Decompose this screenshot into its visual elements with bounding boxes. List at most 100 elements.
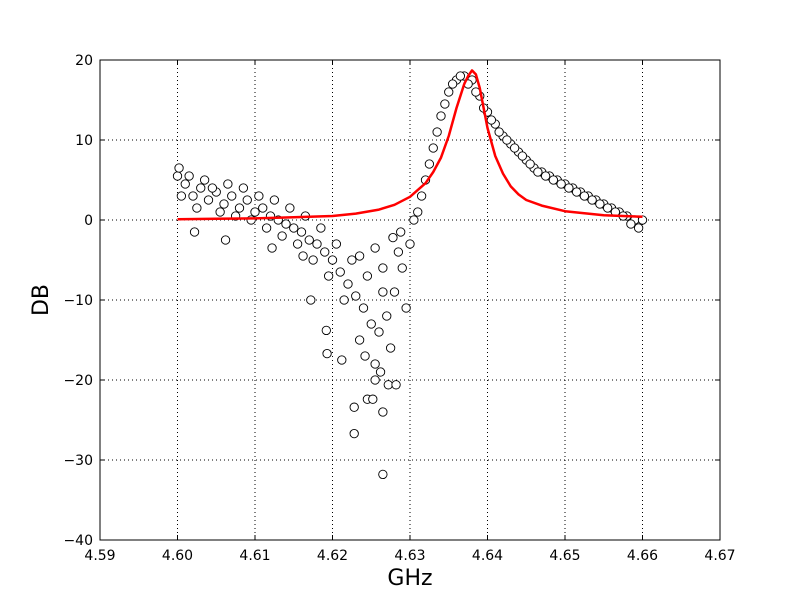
- x-tick-label: 4.66: [627, 548, 658, 564]
- x-tick-label: 4.64: [472, 548, 503, 564]
- data-point: [486, 115, 497, 125]
- data-point: [416, 191, 427, 201]
- data-point: [261, 223, 272, 233]
- data-point: [327, 255, 338, 265]
- data-point: [223, 179, 233, 189]
- data-point: [203, 195, 214, 205]
- data-point: [242, 195, 252, 205]
- data-point: [331, 239, 342, 249]
- data-point: [267, 243, 277, 253]
- data-point: [393, 247, 404, 257]
- data-point: [323, 271, 334, 281]
- data-point: [312, 239, 322, 249]
- y-tick-label: −40: [63, 533, 93, 549]
- y-tick-label: −30: [63, 453, 93, 469]
- data-point: [207, 183, 218, 193]
- data-point: [587, 195, 597, 205]
- data-point: [517, 151, 528, 161]
- data-point: [308, 255, 318, 265]
- fit-line: [177, 69, 643, 221]
- data-point: [269, 195, 280, 205]
- data-point: [215, 207, 225, 217]
- series: [172, 69, 648, 480]
- data-point: [304, 235, 314, 245]
- data-point: [595, 199, 605, 209]
- y-tick-label: 10: [75, 133, 93, 149]
- data-point: [192, 203, 202, 213]
- data-point: [176, 191, 187, 201]
- ticks: 4.59 4.60 4.61 4.62 4.63 4.64 4.65 4.66 4.67 20 10…: [63, 53, 735, 564]
- data-point: [188, 191, 198, 201]
- y-tick-label: −20: [63, 373, 93, 389]
- data-point: [337, 355, 347, 365]
- data-point: [199, 175, 210, 185]
- data-point: [375, 367, 386, 377]
- data-point: [571, 187, 582, 197]
- data-point: [444, 87, 454, 97]
- data-point: [389, 287, 400, 297]
- data-point: [432, 127, 442, 137]
- data-point: [189, 227, 200, 237]
- data-point: [424, 159, 435, 169]
- data-point: [360, 351, 370, 361]
- data-point: [370, 359, 380, 369]
- x-tick-label: 4.59: [84, 548, 115, 564]
- data-point: [388, 232, 398, 243]
- data-point: [525, 159, 535, 169]
- data-point: [285, 203, 295, 213]
- data-point: [391, 380, 401, 390]
- data-point: [579, 191, 590, 201]
- data-point: [494, 127, 504, 137]
- scatter-series: [172, 71, 648, 480]
- data-point: [396, 227, 406, 237]
- data-point: [234, 203, 245, 213]
- data-point: [362, 271, 373, 281]
- data-point: [354, 251, 365, 261]
- x-tick-label: 4.65: [549, 548, 580, 564]
- data-point: [281, 219, 291, 229]
- data-point: [339, 295, 349, 305]
- data-point: [316, 223, 326, 233]
- data-point: [502, 135, 512, 145]
- data-point: [238, 183, 249, 193]
- data-point: [548, 175, 559, 185]
- data-point: [321, 325, 331, 336]
- data-point: [258, 203, 268, 213]
- data-point: [378, 263, 388, 273]
- data-point: [564, 183, 574, 193]
- data-point: [349, 402, 359, 412]
- data-point: [509, 143, 520, 153]
- data-point: [556, 179, 566, 189]
- data-point: [292, 239, 303, 249]
- data-point: [322, 348, 332, 359]
- data-point: [385, 343, 396, 353]
- data-point: [378, 407, 388, 417]
- x-tick-label: 4.61: [239, 548, 270, 564]
- data-point: [455, 71, 466, 81]
- y-tick-label: 0: [84, 213, 93, 229]
- data-point: [347, 255, 357, 265]
- data-point: [413, 207, 423, 217]
- x-tick-label: 4.63: [394, 548, 425, 564]
- data-point: [354, 335, 365, 345]
- data-point: [374, 327, 384, 337]
- data-point: [343, 279, 353, 289]
- data-point: [428, 143, 438, 153]
- data-point: [180, 179, 190, 189]
- data-point: [383, 380, 393, 390]
- x-tick-label: 4.62: [317, 548, 348, 564]
- data-point: [219, 199, 229, 209]
- data-point: [409, 215, 419, 225]
- data-point: [296, 227, 307, 237]
- grid: [100, 60, 720, 540]
- x-tick-label: 4.67: [704, 548, 735, 564]
- data-point: [306, 295, 316, 305]
- data-point: [378, 469, 388, 480]
- data-point: [172, 171, 183, 181]
- data-point: [246, 215, 256, 225]
- data-point: [289, 223, 299, 233]
- data-point: [405, 239, 415, 249]
- data-point: [184, 171, 194, 181]
- data-point: [220, 235, 231, 245]
